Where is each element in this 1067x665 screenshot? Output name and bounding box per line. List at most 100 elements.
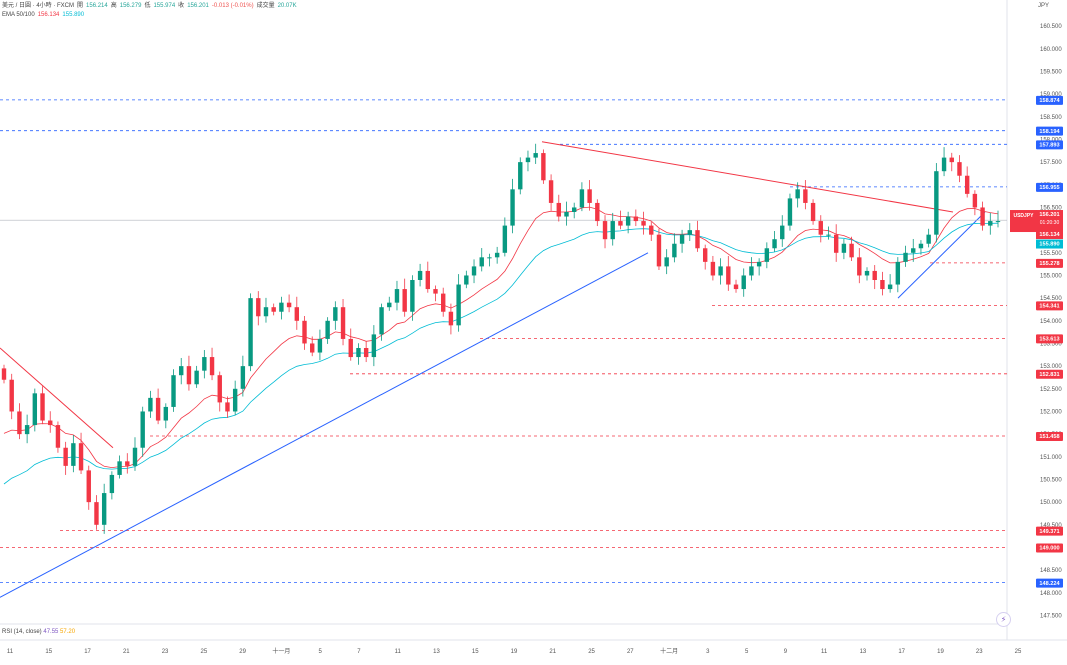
candle-body: [733, 284, 739, 290]
ema100-line[interactable]: [3, 222, 999, 485]
candle-body: [610, 221, 615, 240]
candle-body: [464, 275, 469, 285]
price-tick-label: 150.000: [1040, 500, 1062, 506]
time-tick-label: 15: [472, 649, 479, 655]
level-price-tag: [1036, 182, 1063, 192]
candle-body: [849, 243, 854, 258]
rsi-legend[interactable]: RSI (14, close) 47.55 57.20: [2, 629, 75, 635]
candle-body: [957, 162, 962, 176]
level-price-tag: [1036, 95, 1063, 105]
level-price-tag: [1036, 578, 1063, 588]
candle-body: [595, 202, 600, 222]
candle-body: [9, 379, 14, 412]
ema-price-tag: [1036, 230, 1063, 240]
candle-body: [780, 225, 785, 240]
candle-body: [71, 443, 76, 466]
time-tick-label: 13: [433, 649, 440, 655]
short-ascending-trendline[interactable]: [897, 211, 986, 299]
level-price-tag: [1036, 126, 1063, 136]
candle-body: [333, 307, 338, 321]
time-tick-label: 十二月: [660, 647, 678, 655]
ema50-line[interactable]: [3, 206, 999, 469]
time-axis[interactable]: 11 15 17 21 23 25 29 十一月 5 7 11 13 15 19 21 25 27 十二月 3 5 9 1…: [7, 647, 1022, 655]
candle-body: [348, 338, 353, 358]
candle-body: [171, 375, 176, 407]
close-value: 156.201: [187, 3, 209, 9]
chart-legend: 美元 / 日圓 · 4小時 · FXCM 開 156.214 高 156.279 低…: [2, 2, 297, 20]
candle-body: [541, 153, 546, 181]
candle-body: [749, 266, 754, 276]
candle-body: [995, 221, 1001, 223]
candle-body: [356, 348, 361, 358]
candle-body: [163, 406, 169, 421]
level-price-text: 158.874: [1039, 98, 1060, 104]
descending-trendline-left[interactable]: [0, 347, 114, 449]
candle-body: [887, 284, 893, 290]
level-price-text: 156.955: [1039, 185, 1059, 191]
candle-body: [641, 221, 646, 226]
candle-body: [310, 343, 315, 353]
price-tick-label: 150.500: [1040, 477, 1062, 483]
time-tick-label: 27: [627, 649, 634, 655]
candle-body: [286, 302, 292, 308]
low-value: 155.974: [153, 3, 176, 9]
candle-body: [271, 307, 276, 312]
level-price-text: 153.613: [1039, 337, 1059, 343]
candle-body: [225, 402, 230, 412]
lightning-icon[interactable]: ⚡: [996, 612, 1011, 627]
ema-price-text: 155.890: [1039, 242, 1059, 248]
descending-trendline-right[interactable]: [541, 141, 954, 213]
candle-body: [179, 366, 184, 376]
symbol-title[interactable]: 美元 / 日圓 · 4小時 · FXCM: [2, 3, 75, 9]
symbol-tag-text: USDJPY: [1013, 213, 1034, 219]
candle-body: [833, 234, 839, 253]
price-tick-label: 159.000: [1040, 92, 1062, 98]
candle-body: [487, 257, 492, 259]
candle-body: [718, 266, 723, 276]
volume-value: 20.07K: [277, 3, 297, 9]
ascending-trendline[interactable]: [0, 252, 649, 598]
candle-body: [471, 266, 477, 276]
level-price-tag: [1036, 258, 1063, 268]
volume-label: 成交量: [256, 3, 275, 9]
candle-body: [24, 425, 30, 435]
price-tick-label: 159.500: [1040, 69, 1062, 75]
candle-body: [202, 357, 207, 371]
time-tick-label: 19: [937, 649, 944, 655]
time-tick-label: 13: [860, 649, 867, 655]
candle-body: [94, 502, 99, 525]
close-label: 收: [178, 3, 185, 9]
candle-body: [410, 280, 415, 312]
ema-label[interactable]: EMA 50/100: [2, 12, 35, 18]
time-tick-label: 7: [357, 649, 361, 655]
rsi-signal-value: 57.20: [60, 629, 76, 635]
level-price-tag: [1036, 369, 1063, 379]
candle-body: [702, 248, 708, 262]
candle-body: [525, 157, 531, 163]
candle-body: [155, 397, 161, 421]
time-tick-label: 15: [45, 649, 52, 655]
currency-label: JPY: [1038, 3, 1050, 9]
candle-body: [880, 280, 885, 290]
candle-body: [972, 193, 978, 208]
candle-body: [125, 461, 130, 466]
candle-body: [656, 234, 662, 267]
price-tick-label: 147.500: [1040, 613, 1062, 619]
candle-body: [186, 366, 192, 385]
level-price-text: 155.278: [1039, 261, 1059, 267]
candle-body: [941, 157, 947, 172]
candle-body: [371, 334, 377, 358]
level-price-text: 152.831: [1039, 372, 1059, 378]
price-tick-label: 160.000: [1040, 47, 1062, 53]
candle-body: [340, 307, 346, 339]
price-tick-label: 154.000: [1040, 319, 1062, 325]
candle-body: [209, 357, 215, 376]
candle-body: [48, 420, 53, 426]
candle-body: [32, 393, 38, 426]
ema-price-tag: [1036, 239, 1063, 249]
candle-body: [533, 153, 538, 158]
time-tick-label: 25: [588, 649, 595, 655]
candle-body: [256, 298, 261, 317]
